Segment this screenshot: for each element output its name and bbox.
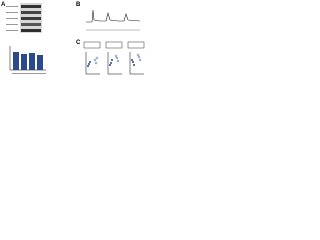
band [21, 23, 41, 26]
dot [87, 65, 89, 67]
band [21, 29, 41, 32]
dots-open [93, 53, 142, 65]
dot [94, 61, 98, 65]
dot [95, 56, 99, 60]
dot [114, 54, 118, 58]
dot [111, 59, 113, 61]
axes [85, 52, 144, 75]
band [21, 5, 41, 8]
dot [116, 59, 120, 63]
page: {"panels": [{"label": "A"}, {"label": "B… [0, 0, 150, 80]
band [21, 17, 41, 20]
band [21, 11, 41, 14]
blot [6, 3, 42, 33]
row-label [6, 30, 18, 31]
axis-labels [12, 73, 46, 74]
current-trace [86, 9, 141, 23]
panel-label: C [76, 40, 81, 46]
dot [115, 56, 119, 60]
dot [133, 64, 135, 66]
dot [93, 58, 97, 62]
plot-header [83, 41, 101, 49]
dot [88, 63, 90, 65]
scatter-plots [83, 41, 145, 75]
row-label [6, 6, 18, 7]
bar [29, 53, 35, 70]
row-label [6, 24, 18, 25]
plot-header [127, 41, 145, 49]
dot [89, 61, 91, 63]
plot-header [105, 41, 123, 49]
bar [21, 54, 27, 70]
dot [137, 55, 141, 59]
figure: A B C [1, 2, 145, 75]
bar [13, 52, 19, 70]
panel-label: A [1, 2, 6, 8]
dot [132, 61, 134, 63]
dot [110, 62, 112, 64]
dot [136, 53, 140, 57]
dot [138, 58, 142, 62]
panel-label: B [76, 2, 81, 8]
dot [131, 59, 133, 61]
dots-blue [87, 59, 135, 67]
trace [86, 9, 141, 31]
row-label [6, 18, 18, 19]
row-label [6, 12, 18, 13]
dot [109, 64, 111, 66]
bar [37, 55, 43, 70]
bar-plot [9, 46, 46, 74]
